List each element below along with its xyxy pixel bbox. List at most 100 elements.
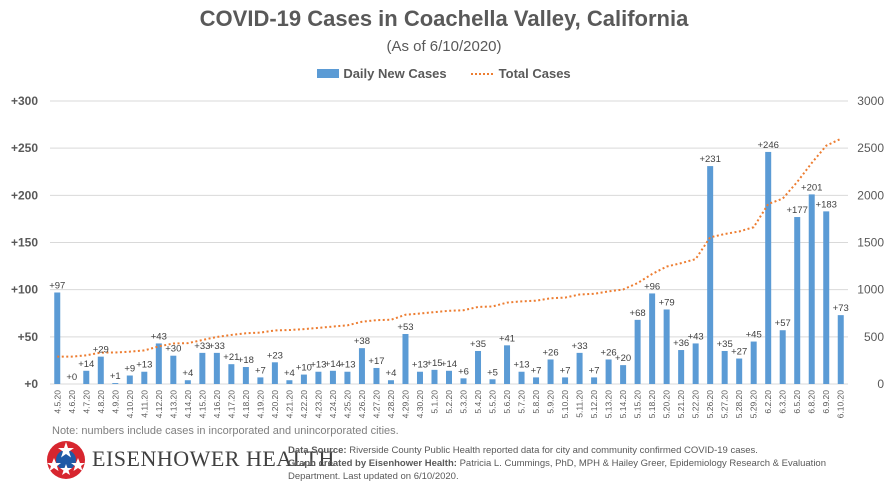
bar [257,377,264,384]
x-tick-label: 4.20.20 [270,390,280,419]
credit-line: Graph created by Eisenhower Health: Patr… [288,457,878,483]
bar [562,377,569,384]
x-tick-label: 4.22.20 [299,390,309,419]
data-label: +13 [136,360,152,371]
data-label: +43 [688,331,704,342]
x-tick-label: 6.10.20 [836,390,846,419]
data-label: +9 [124,364,135,375]
y-tick-label: +150 [11,236,38,250]
x-tick-label: 4.5.20 [52,390,62,414]
data-label: +33 [572,341,588,352]
x-tick-label: 5.15.20 [633,390,643,419]
data-label: +79 [659,297,675,308]
data-label: +36 [673,338,689,349]
bar [692,343,699,384]
data-label: +33 [209,341,225,352]
data-label: +4 [386,368,397,379]
x-tick-label: 5.11.20 [575,390,585,418]
bar [199,352,206,384]
bar [765,151,772,384]
x-axis-labels: 4.5.20 4.6.20 4.7.20 4.8.20 4.9.20 4.10.20 4.1… [52,390,845,419]
data-label: +5 [487,367,498,378]
bar [83,370,90,384]
x-tick-label: 4.24.20 [328,390,338,419]
data-label: +53 [397,322,413,333]
data-label: +33 [194,341,210,352]
x-tick-label: 4.6.20 [67,390,77,414]
bar [228,364,235,384]
x-tick-label: 5.21.20 [676,390,686,419]
bar [242,367,249,384]
x-tick-label: 4.21.20 [284,390,294,419]
bar [213,352,220,384]
credit-label: Graph created by Eisenhower Health: [288,458,457,469]
data-label: +73 [833,303,849,314]
data-labels: +97+0+14+29+1+9 +13+43+30+4+33+33+21+18+7… [49,140,849,383]
x-tick-label: 4.16.20 [212,390,222,419]
logo-text: EISENHOWER HEALTH [92,446,335,471]
data-label: +45 [746,330,762,341]
data-label: +7 [589,365,600,376]
data-label: +177 [787,205,808,216]
x-tick-label: 5.1.20 [429,390,439,414]
bar [634,319,641,384]
data-source-label: Data Source: [288,445,347,456]
data-label: +10 [296,363,312,374]
data-label: +183 [816,199,837,210]
data-label: +15 [426,358,442,369]
x-tick-label: 5.28.20 [734,390,744,419]
data-label: +20 [615,353,631,364]
data-label: +13 [412,360,428,371]
data-label: +13 [310,360,326,371]
legend-bar-swatch [317,69,340,78]
bar [416,371,423,384]
bar [460,378,467,384]
x-tick-label: 5.8.20 [531,390,541,414]
bar [707,166,714,384]
x-tick-label: 5.29.20 [749,390,759,419]
bar [358,348,365,384]
bar [300,374,307,384]
bar [794,217,801,384]
bar [750,341,757,384]
legend-item-daily: Daily New Cases [317,66,447,81]
credit-text: Patricia L. Cummings, PhD, MPH & Hailey … [288,458,827,482]
y-tick-label: +250 [11,141,38,155]
y-tick-label: +0 [24,377,38,391]
bar [823,211,830,384]
bars-daily-new-cases [54,151,844,384]
y2-tick-label: 2500 [857,141,884,155]
x-tick-label: 5.27.20 [720,390,730,419]
x-tick-label: 6.3.20 [778,390,788,414]
x-tick-label: 4.13.20 [168,390,178,419]
x-tick-label: 4.28.20 [386,390,396,419]
x-tick-label: 6.2.20 [763,390,773,414]
x-tick-label: 4.29.20 [400,390,410,419]
data-label: +21 [223,352,239,363]
data-label: +14 [441,359,457,370]
data-label: +30 [165,344,181,355]
bar [446,370,452,384]
legend-item-total: Total Cases [470,66,571,81]
bar [329,370,336,384]
data-label: +201 [801,182,822,193]
source-credits: Data Source: Riverside County Public Hea… [288,444,878,483]
y-tick-label: +300 [11,94,38,108]
x-tick-label: 4.18.20 [241,390,251,419]
data-label: +26 [601,347,617,358]
bar [591,377,598,384]
x-tick-label: 4.11.20 [139,390,149,418]
line-total-cases [57,137,842,358]
data-label: +26 [543,347,559,358]
data-label: +27 [731,347,747,358]
bar [54,292,61,384]
x-tick-label: 4.15.20 [197,390,207,419]
x-tick-label: 5.9.20 [546,390,556,414]
x-tick-label: 5.4.20 [473,390,483,414]
bar [504,345,511,384]
bar [649,293,656,384]
x-tick-label: 5.2.20 [444,390,454,414]
x-tick-label: 6.8.20 [807,390,817,414]
data-label: +6 [458,366,469,377]
x-tick-label: 5.18.20 [647,390,657,419]
